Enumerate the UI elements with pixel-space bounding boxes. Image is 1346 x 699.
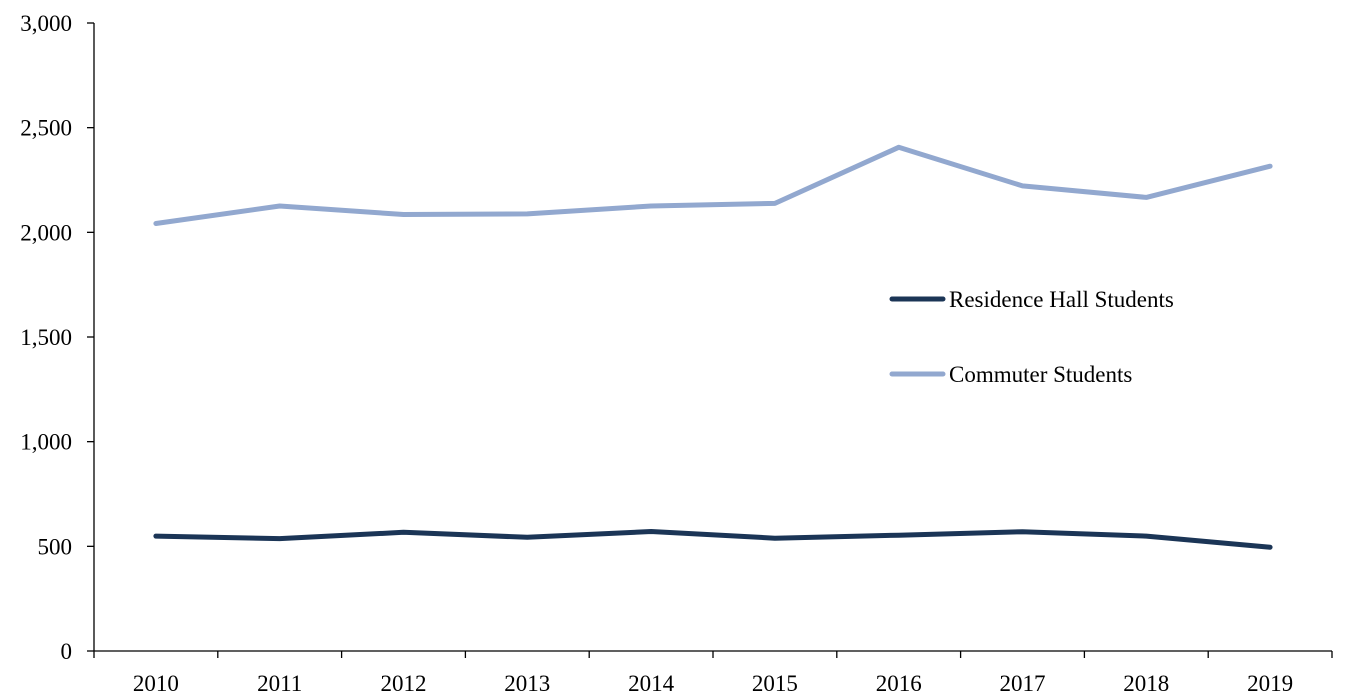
x-axis-ticks: 2010 2011 2012 2013 2014 2015 2016 2017 2018 2019 xyxy=(93,651,1333,696)
legend-label: Commuter Students xyxy=(949,362,1132,387)
y-tick-label: 500 xyxy=(38,534,73,559)
legend-label: Residence Hall Students xyxy=(949,287,1174,312)
x-tick-label: 2016 xyxy=(876,671,922,696)
x-tick-label: 2015 xyxy=(752,671,798,696)
x-tick-label: 2012 xyxy=(381,671,427,696)
y-tick-label: 1,500 xyxy=(20,325,72,350)
x-tick-label: 2014 xyxy=(628,671,675,696)
x-tick-label: 2018 xyxy=(1123,671,1169,696)
y-tick-label: 3,000 xyxy=(20,11,72,36)
legend: Residence Hall Students Commuter Students xyxy=(889,287,1174,387)
y-axis-ticks: 0 500 1,000 1,500 2,000 2,500 3,000 xyxy=(20,11,94,664)
y-tick-label: 2,000 xyxy=(20,220,72,245)
y-tick-label: 2,500 xyxy=(20,116,72,141)
x-tick-label: 2013 xyxy=(504,671,550,696)
x-tick-label: 2019 xyxy=(1247,671,1293,696)
x-tick-label: 2011 xyxy=(257,671,302,696)
series-line-commuter-students xyxy=(153,144,1273,226)
y-tick-label: 1,000 xyxy=(20,430,72,455)
y-tick-label: 0 xyxy=(61,639,73,664)
x-tick-label: 2017 xyxy=(1000,671,1046,696)
x-tick-label: 2010 xyxy=(133,671,179,696)
series-line-residence-hall-students xyxy=(153,529,1273,550)
series-lines xyxy=(153,144,1273,550)
